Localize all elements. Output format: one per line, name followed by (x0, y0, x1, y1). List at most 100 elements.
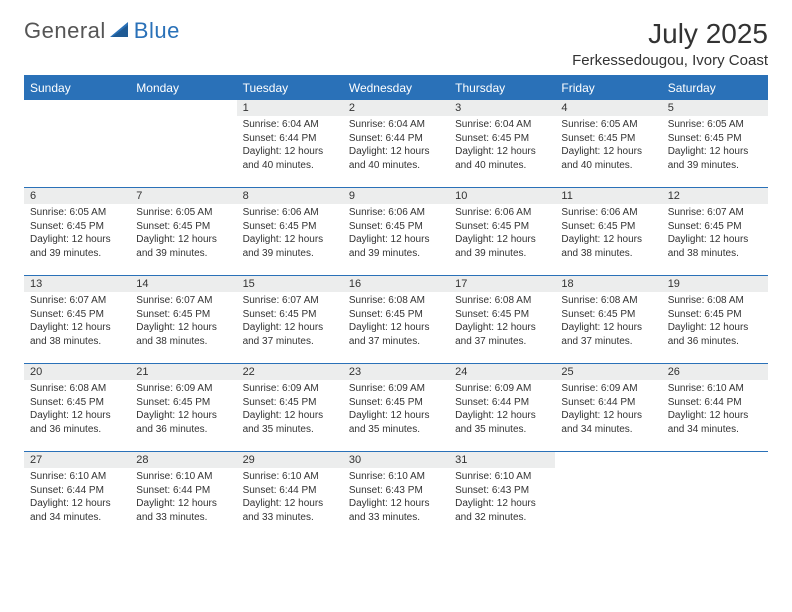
day-number: 28 (130, 452, 236, 468)
day-content: Sunrise: 6:09 AMSunset: 6:45 PMDaylight:… (130, 380, 236, 442)
day-info-line: Sunrise: 6:08 AM (349, 294, 443, 308)
day-info-line: Sunset: 6:44 PM (30, 484, 124, 498)
day-content: Sunrise: 6:06 AMSunset: 6:45 PMDaylight:… (343, 204, 449, 266)
calendar-week-row: 1Sunrise: 6:04 AMSunset: 6:44 PMDaylight… (24, 100, 768, 188)
day-content (24, 104, 130, 112)
day-number: 19 (662, 276, 768, 292)
day-info-line: Sunset: 6:44 PM (136, 484, 230, 498)
day-info-line: and 35 minutes. (455, 423, 549, 437)
day-number: 12 (662, 188, 768, 204)
day-info-line: and 38 minutes. (668, 247, 762, 261)
calendar-day-cell: 6Sunrise: 6:05 AMSunset: 6:45 PMDaylight… (24, 188, 130, 276)
day-number: 6 (24, 188, 130, 204)
day-info-line: Sunrise: 6:10 AM (243, 470, 337, 484)
day-number: 21 (130, 364, 236, 380)
day-content: Sunrise: 6:09 AMSunset: 6:45 PMDaylight:… (237, 380, 343, 442)
day-info-line: and 32 minutes. (455, 511, 549, 525)
day-number: 7 (130, 188, 236, 204)
day-info-line: Sunset: 6:43 PM (349, 484, 443, 498)
day-info-line: Sunrise: 6:08 AM (30, 382, 124, 396)
weekday-header: Sunday (24, 76, 130, 100)
calendar-day-cell: 25Sunrise: 6:09 AMSunset: 6:44 PMDayligh… (555, 364, 661, 452)
calendar-day-cell: 23Sunrise: 6:09 AMSunset: 6:45 PMDayligh… (343, 364, 449, 452)
day-info-line: Daylight: 12 hours (30, 497, 124, 511)
day-info-line: and 34 minutes. (30, 511, 124, 525)
day-info-line: Sunset: 6:45 PM (349, 308, 443, 322)
day-info-line: Sunrise: 6:09 AM (561, 382, 655, 396)
day-info-line: Sunset: 6:45 PM (136, 396, 230, 410)
calendar-day-cell: 5Sunrise: 6:05 AMSunset: 6:45 PMDaylight… (662, 100, 768, 188)
weekday-header: Saturday (662, 76, 768, 100)
day-content: Sunrise: 6:10 AMSunset: 6:44 PMDaylight:… (237, 468, 343, 530)
day-info-line: and 36 minutes. (136, 423, 230, 437)
calendar-day-cell: 21Sunrise: 6:09 AMSunset: 6:45 PMDayligh… (130, 364, 236, 452)
day-content: Sunrise: 6:10 AMSunset: 6:44 PMDaylight:… (24, 468, 130, 530)
day-info-line: and 35 minutes. (349, 423, 443, 437)
day-info-line: Daylight: 12 hours (668, 409, 762, 423)
day-info-line: Sunrise: 6:09 AM (243, 382, 337, 396)
calendar-day-cell: 7Sunrise: 6:05 AMSunset: 6:45 PMDaylight… (130, 188, 236, 276)
day-info-line: Sunset: 6:45 PM (30, 308, 124, 322)
day-info-line: Sunrise: 6:10 AM (30, 470, 124, 484)
day-info-line: Sunset: 6:45 PM (561, 220, 655, 234)
day-info-line: Daylight: 12 hours (243, 145, 337, 159)
day-content: Sunrise: 6:07 AMSunset: 6:45 PMDaylight:… (237, 292, 343, 354)
day-info-line: Sunset: 6:45 PM (30, 396, 124, 410)
day-info-line: Daylight: 12 hours (349, 145, 443, 159)
day-number: 26 (662, 364, 768, 380)
day-info-line: Daylight: 12 hours (243, 497, 337, 511)
day-info-line: Sunset: 6:45 PM (455, 132, 549, 146)
day-info-line: and 40 minutes. (243, 159, 337, 173)
day-info-line: Sunrise: 6:06 AM (455, 206, 549, 220)
day-info-line: and 35 minutes. (243, 423, 337, 437)
day-info-line: Sunset: 6:45 PM (243, 220, 337, 234)
calendar-day-cell: 26Sunrise: 6:10 AMSunset: 6:44 PMDayligh… (662, 364, 768, 452)
day-info-line: Daylight: 12 hours (136, 497, 230, 511)
calendar-week-row: 13Sunrise: 6:07 AMSunset: 6:45 PMDayligh… (24, 276, 768, 364)
day-content: Sunrise: 6:10 AMSunset: 6:44 PMDaylight:… (662, 380, 768, 442)
day-number: 31 (449, 452, 555, 468)
calendar-week-row: 27Sunrise: 6:10 AMSunset: 6:44 PMDayligh… (24, 452, 768, 540)
day-info-line: Daylight: 12 hours (455, 409, 549, 423)
day-content: Sunrise: 6:10 AMSunset: 6:43 PMDaylight:… (449, 468, 555, 530)
day-info-line: Sunrise: 6:04 AM (243, 118, 337, 132)
day-info-line: Daylight: 12 hours (561, 145, 655, 159)
calendar-day-cell: 29Sunrise: 6:10 AMSunset: 6:44 PMDayligh… (237, 452, 343, 540)
month-title: July 2025 (572, 18, 768, 50)
calendar-day-cell (130, 100, 236, 188)
day-info-line: Sunset: 6:45 PM (668, 132, 762, 146)
day-info-line: Sunrise: 6:06 AM (243, 206, 337, 220)
day-info-line: and 37 minutes. (243, 335, 337, 349)
day-info-line: and 34 minutes. (561, 423, 655, 437)
day-number: 25 (555, 364, 661, 380)
day-number: 15 (237, 276, 343, 292)
day-info-line: and 37 minutes. (349, 335, 443, 349)
day-info-line: and 39 minutes. (243, 247, 337, 261)
day-info-line: Daylight: 12 hours (455, 321, 549, 335)
day-content (130, 104, 236, 112)
day-number: 1 (237, 100, 343, 116)
calendar-day-cell: 17Sunrise: 6:08 AMSunset: 6:45 PMDayligh… (449, 276, 555, 364)
calendar-day-cell: 1Sunrise: 6:04 AMSunset: 6:44 PMDaylight… (237, 100, 343, 188)
day-info-line: Sunset: 6:45 PM (243, 396, 337, 410)
day-number: 23 (343, 364, 449, 380)
header: General Blue July 2025 Ferkessedougou, I… (24, 18, 768, 69)
calendar-day-cell: 22Sunrise: 6:09 AMSunset: 6:45 PMDayligh… (237, 364, 343, 452)
calendar-day-cell: 15Sunrise: 6:07 AMSunset: 6:45 PMDayligh… (237, 276, 343, 364)
day-info-line: Daylight: 12 hours (561, 409, 655, 423)
day-content: Sunrise: 6:04 AMSunset: 6:45 PMDaylight:… (449, 116, 555, 178)
day-content: Sunrise: 6:08 AMSunset: 6:45 PMDaylight:… (449, 292, 555, 354)
day-info-line: Sunset: 6:45 PM (455, 308, 549, 322)
day-content: Sunrise: 6:06 AMSunset: 6:45 PMDaylight:… (555, 204, 661, 266)
calendar-day-cell: 27Sunrise: 6:10 AMSunset: 6:44 PMDayligh… (24, 452, 130, 540)
calendar-day-cell: 24Sunrise: 6:09 AMSunset: 6:44 PMDayligh… (449, 364, 555, 452)
day-info-line: Sunset: 6:44 PM (349, 132, 443, 146)
calendar-day-cell: 13Sunrise: 6:07 AMSunset: 6:45 PMDayligh… (24, 276, 130, 364)
day-info-line: and 33 minutes. (136, 511, 230, 525)
calendar-day-cell: 2Sunrise: 6:04 AMSunset: 6:44 PMDaylight… (343, 100, 449, 188)
day-info-line: Sunrise: 6:10 AM (349, 470, 443, 484)
day-content: Sunrise: 6:05 AMSunset: 6:45 PMDaylight:… (555, 116, 661, 178)
day-info-line: Sunrise: 6:07 AM (136, 294, 230, 308)
day-content: Sunrise: 6:06 AMSunset: 6:45 PMDaylight:… (237, 204, 343, 266)
location: Ferkessedougou, Ivory Coast (572, 52, 768, 69)
